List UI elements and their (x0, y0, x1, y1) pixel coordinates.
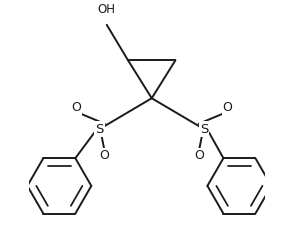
Text: O: O (223, 101, 233, 114)
Text: O: O (194, 149, 204, 162)
Text: OH: OH (98, 4, 116, 16)
Text: S: S (96, 123, 104, 135)
Text: O: O (71, 101, 81, 114)
Text: O: O (99, 149, 109, 162)
Text: S: S (200, 123, 208, 135)
